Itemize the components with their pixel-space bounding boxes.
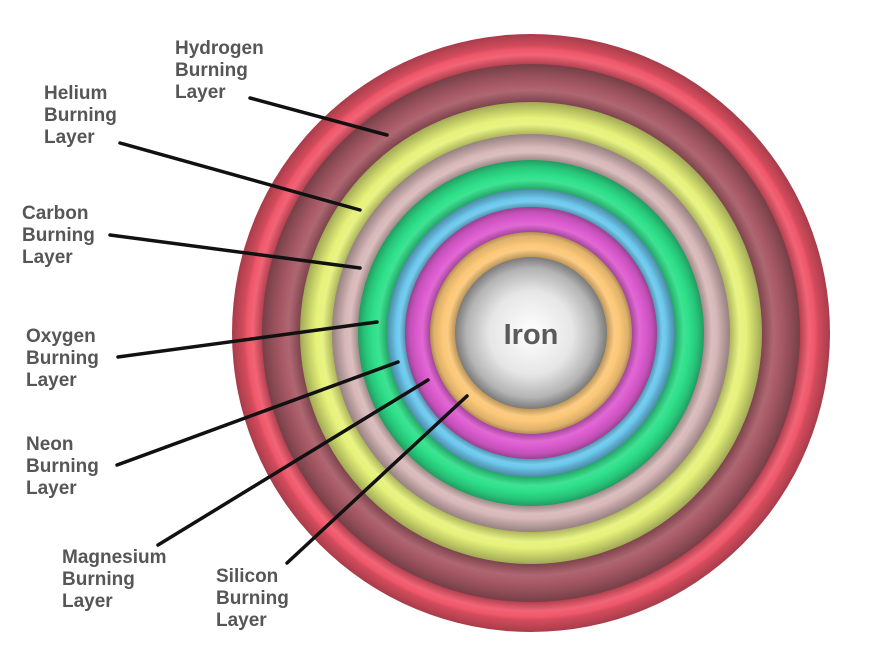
layer-label-line: Neon bbox=[26, 434, 74, 455]
leader-line-1 bbox=[118, 141, 362, 212]
core-label: Iron bbox=[504, 319, 559, 351]
layer-label-line: Layer bbox=[175, 82, 226, 103]
layer-label: Helium Burning Layer bbox=[44, 83, 117, 148]
layer-label-line: Burning bbox=[175, 60, 248, 81]
layer-label-line: Layer bbox=[62, 591, 113, 612]
layer-label: Oxygen Burning Layer bbox=[26, 326, 99, 391]
leader-line-0 bbox=[248, 96, 389, 137]
leader-line-6 bbox=[285, 394, 469, 565]
layer-label-line: Magnesium bbox=[62, 547, 167, 568]
leader-line-5 bbox=[156, 378, 430, 547]
layer-label: Carbon Burning Layer bbox=[22, 203, 95, 268]
layer-label-line: Burning bbox=[62, 569, 135, 590]
layer-label-line: Burning bbox=[22, 225, 95, 246]
layer-label-line: Carbon bbox=[22, 203, 89, 224]
layer-label-line: Burning bbox=[216, 588, 289, 609]
layer-label: Neon Burning Layer bbox=[26, 434, 99, 499]
layer-label: Hydrogen Burning Layer bbox=[175, 38, 264, 103]
layer-label-line: Silicon bbox=[216, 566, 278, 587]
layer-label-line: Burning bbox=[26, 456, 99, 477]
layer-label-line: Layer bbox=[22, 247, 73, 268]
leader-lines bbox=[108, 96, 469, 565]
layer-label-line: Helium bbox=[44, 83, 107, 104]
layer-label-line: Layer bbox=[216, 610, 267, 631]
iron-core bbox=[455, 257, 607, 409]
layer-label: Magnesium Burning Layer bbox=[62, 547, 167, 612]
layer-label-line: Layer bbox=[26, 370, 77, 391]
leader-line-2 bbox=[108, 233, 362, 270]
leader-line-3 bbox=[116, 320, 379, 359]
layer-label-line: Burning bbox=[26, 348, 99, 369]
layer-label-line: Layer bbox=[26, 478, 77, 499]
layer-label-line: Hydrogen bbox=[175, 38, 264, 59]
layer-label-line: Burning bbox=[44, 105, 117, 126]
layer-label: Silicon Burning Layer bbox=[216, 566, 289, 631]
layer-label-line: Oxygen bbox=[26, 326, 96, 347]
leader-line-4 bbox=[115, 360, 400, 467]
layer-label-line: Layer bbox=[44, 127, 95, 148]
